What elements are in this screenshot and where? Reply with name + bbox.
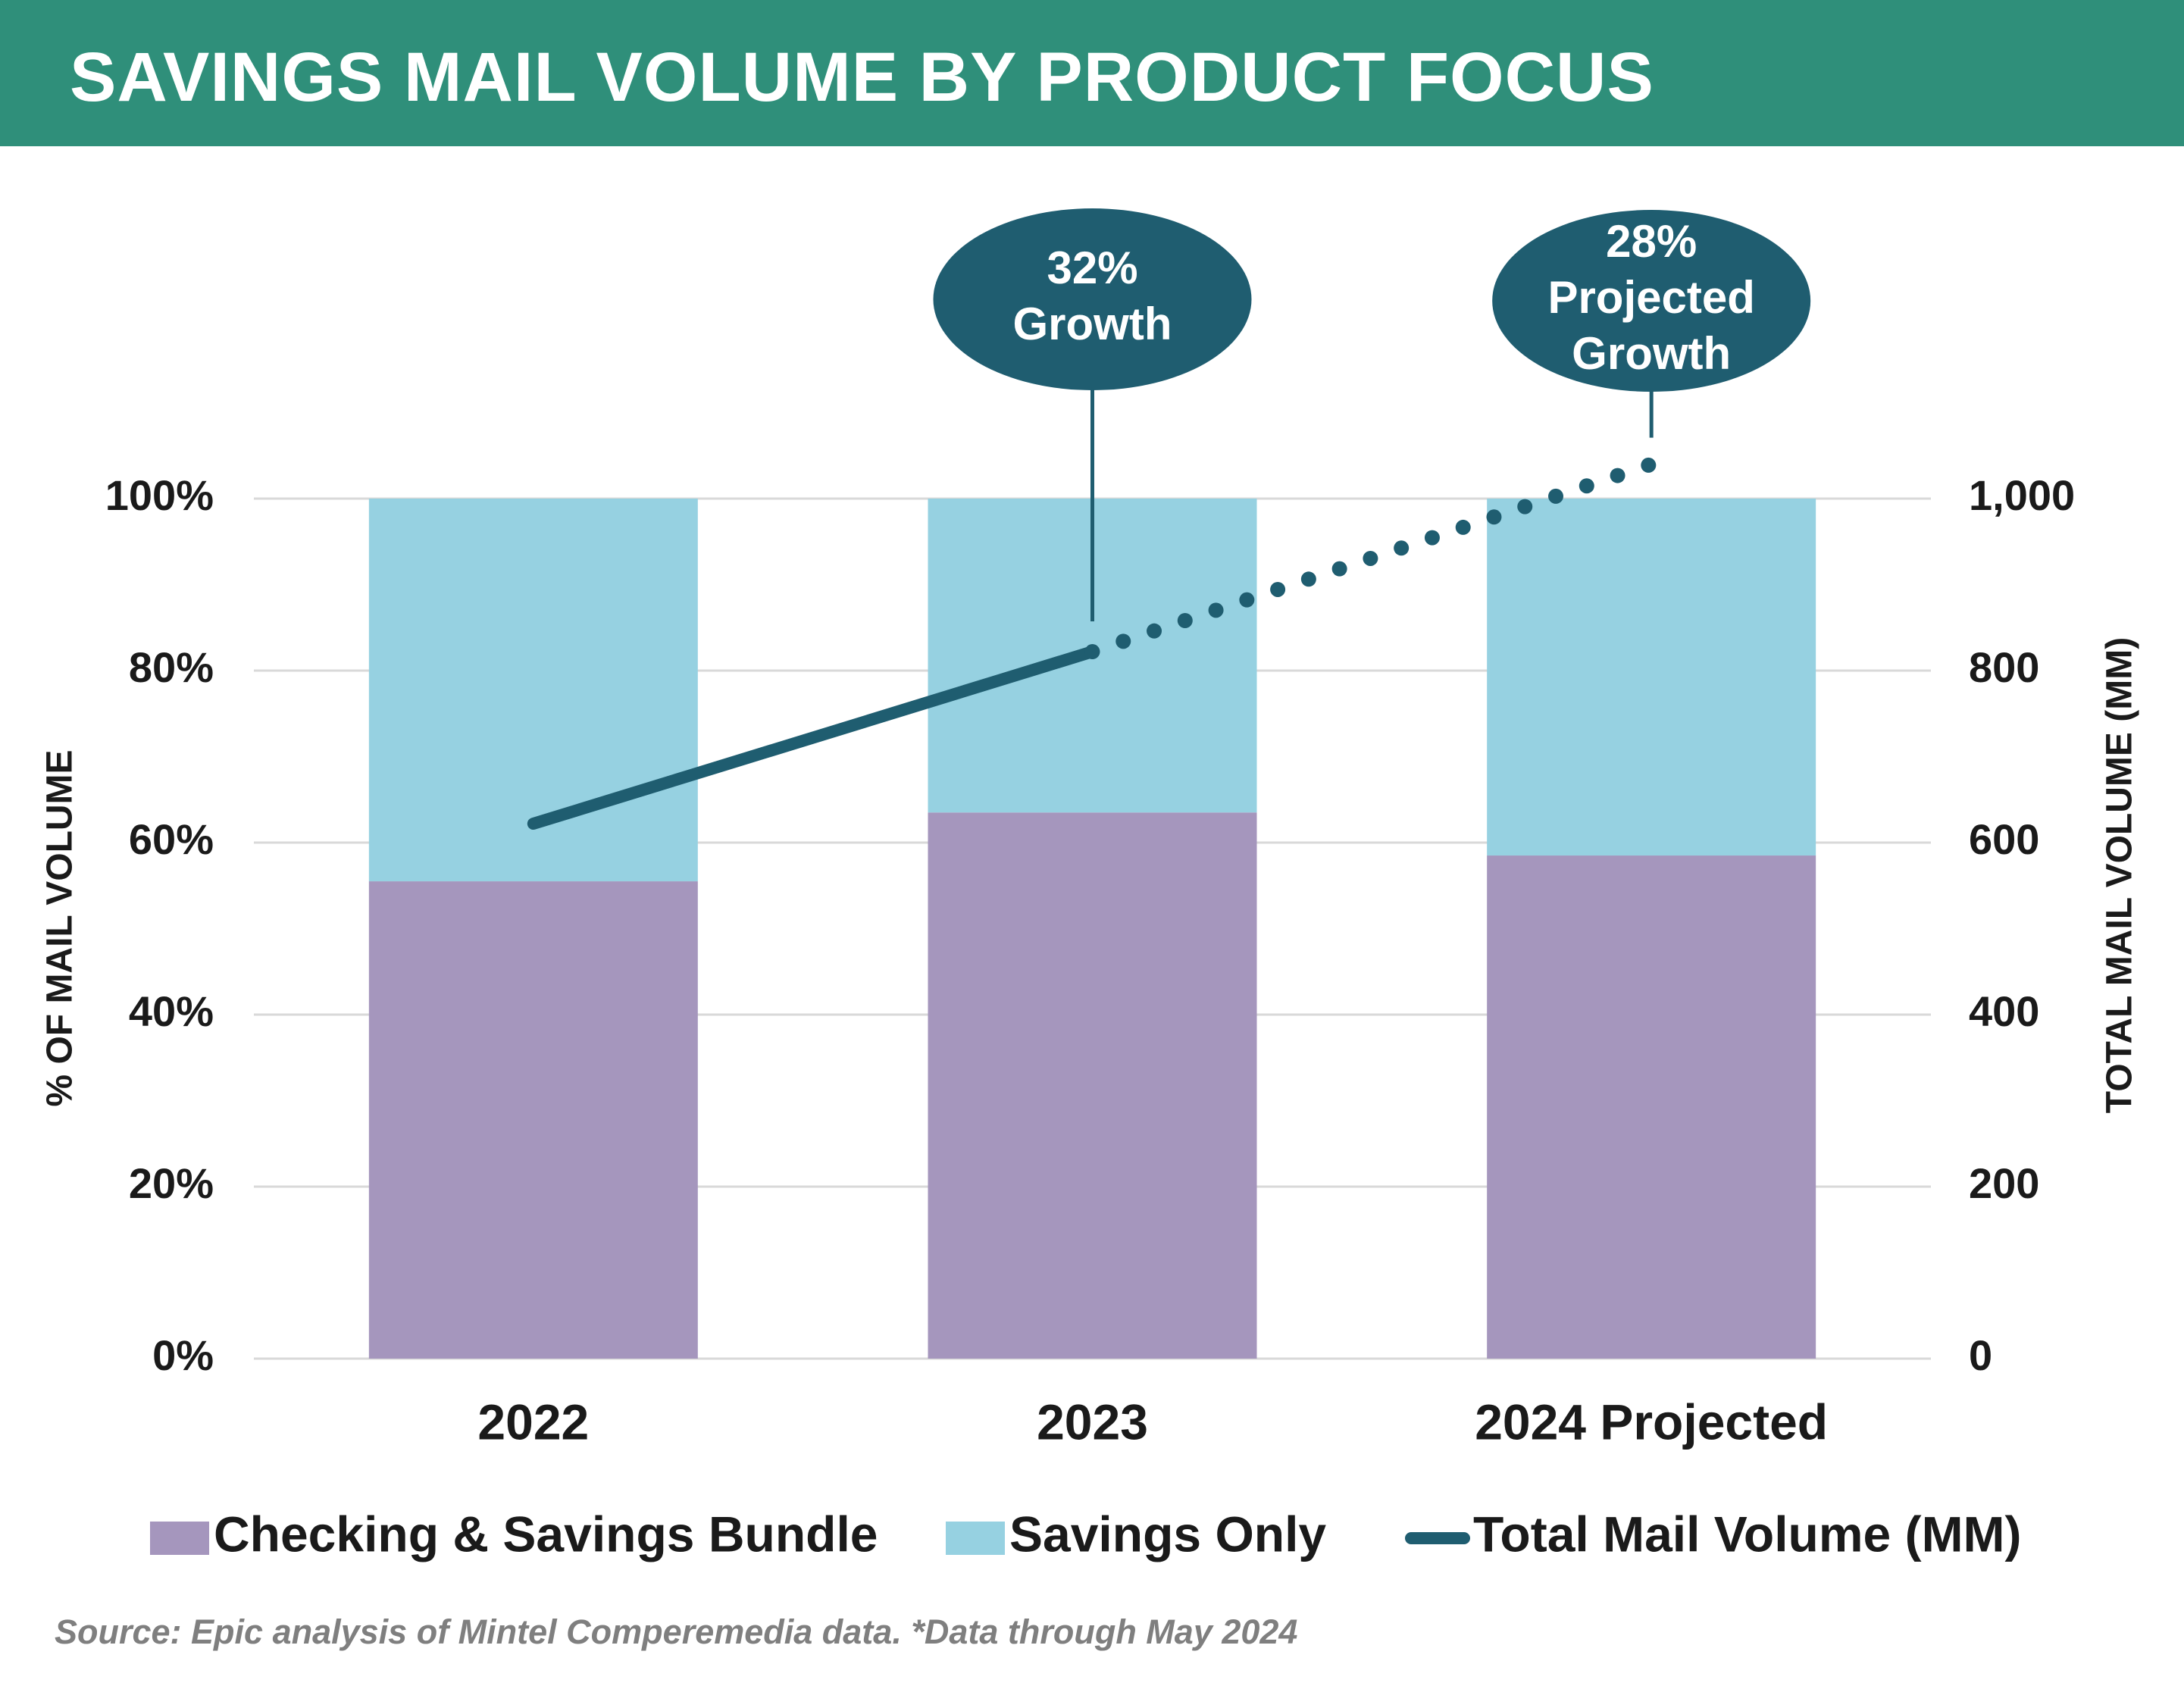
annotation-text: 32%: [1047, 242, 1137, 293]
y2-tick-label: 1,000: [1969, 471, 2075, 519]
bar-savings-only: [1487, 499, 1816, 856]
y-tick-label: 0%: [152, 1331, 214, 1379]
title-bar: SAVINGS MAIL VOLUME BY PRODUCT FOCUS: [0, 0, 2184, 146]
annotation-bubble: [933, 208, 1252, 390]
y-tick-label: 40%: [129, 987, 214, 1035]
bar-checking-savings-bundle: [1487, 855, 1816, 1359]
annotation-text: Growth: [1013, 299, 1172, 349]
annotation-text: 28%: [1606, 216, 1697, 267]
y2-tick-label: 200: [1969, 1159, 2039, 1207]
y2-tick-label: 600: [1969, 815, 2039, 863]
annotation-bubble: [1492, 210, 1811, 392]
annotation-text: Growth: [1572, 328, 1731, 379]
y-tick-label: 60%: [129, 815, 214, 863]
y2-tick-label: 800: [1969, 643, 2039, 691]
y2-tick-label: 0: [1969, 1331, 1992, 1379]
source-note: Source: Epic analysis of Mintel Comperem…: [55, 1612, 1298, 1651]
y2-tick-label: 400: [1969, 987, 2039, 1035]
total-volume-line-solid: [527, 646, 1099, 830]
legend-label: Total Mail Volume (MM): [1473, 1506, 2022, 1562]
y-tick-label: 20%: [129, 1159, 214, 1207]
x-tick-label: 2024 Projected: [1475, 1393, 1828, 1450]
legend-label: Savings Only: [1009, 1506, 1326, 1562]
total-volume-line-dotted: [1084, 456, 1660, 660]
x-tick-label: 2022: [477, 1393, 589, 1450]
legend-swatch-savings-only: [946, 1522, 1005, 1555]
annotation-text: Projected: [1547, 272, 1754, 323]
y2-axis-label: TOTAL MAIL VOLUME (MM): [2100, 637, 2140, 1113]
bar-checking-savings-bundle: [928, 812, 1257, 1359]
y-tick-label: 80%: [129, 643, 214, 691]
chart: 0% 0 20% 200 40% 400 60% 600 80% 800 100% 1,000 2022…: [40, 208, 2140, 1562]
y-tick-label: 100%: [105, 471, 214, 519]
y-axis-label: % OF MAIL VOLUME: [40, 749, 80, 1106]
legend-label: Checking & Savings Bundle: [214, 1506, 878, 1562]
bar-checking-savings-bundle: [368, 881, 698, 1359]
legend-swatch-checking-savings-bundle: [150, 1522, 209, 1555]
chart-title: SAVINGS MAIL VOLUME BY PRODUCT FOCUS: [70, 39, 1654, 116]
x-tick-label: 2023: [1037, 1393, 1148, 1450]
